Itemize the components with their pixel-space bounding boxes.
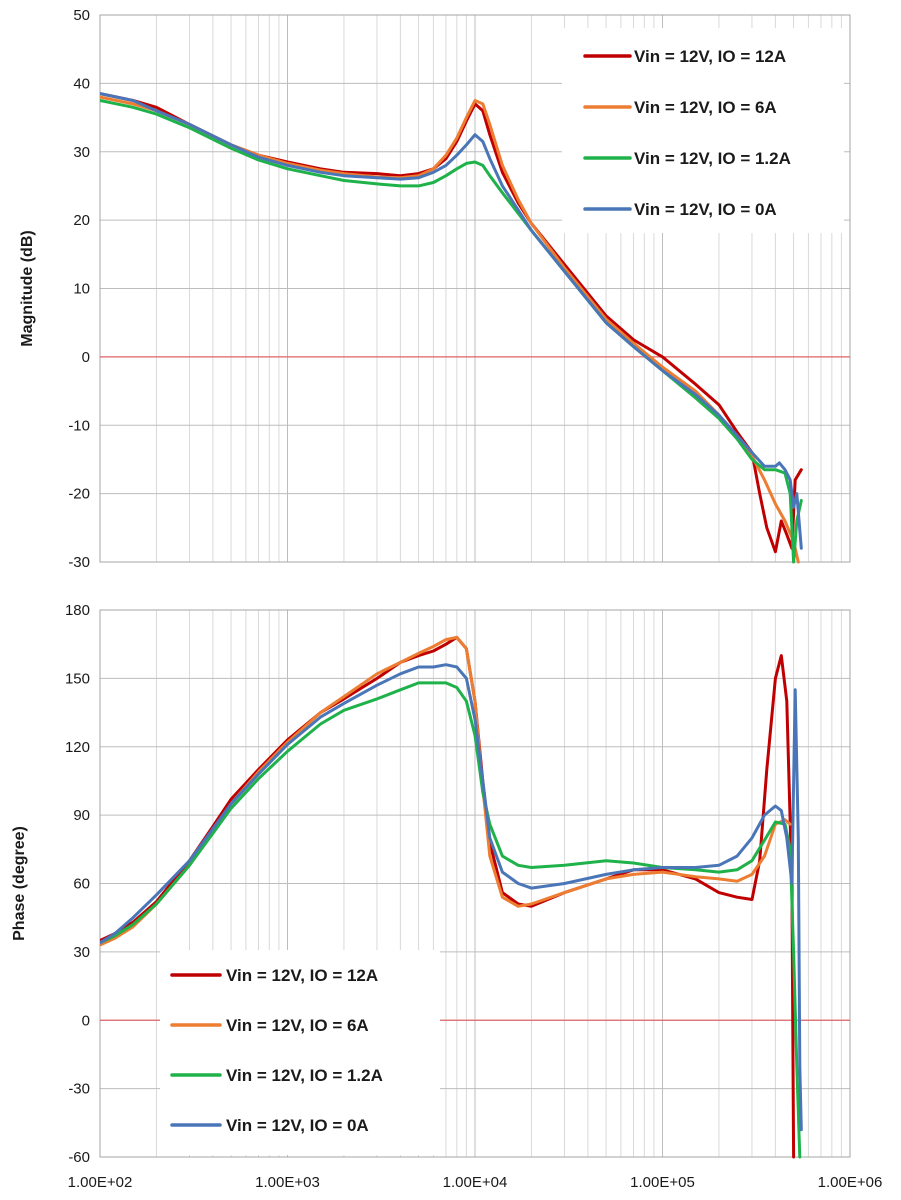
y-tick-label: 60	[73, 876, 90, 893]
legend-label-4: Vin = 12V, IO = 0A	[226, 1116, 369, 1135]
y-tick-label: 10	[73, 281, 90, 298]
x-tick-label: 1.00E+02	[68, 1174, 133, 1191]
y-tick-label: 0	[82, 1012, 90, 1029]
y-tick-label: 150	[65, 670, 90, 687]
legend: Vin = 12V, IO = 12A Vin = 12V, IO = 6A Vin…	[160, 950, 440, 1155]
phase-panel: -60 -30 0 30 60 90 120 150 180 Phase (degree) 1.00…	[11, 602, 882, 1191]
series-line-4	[100, 663, 803, 1132]
y-tick-label: 0	[82, 349, 90, 366]
x-tick-label: 1.00E+03	[255, 1174, 320, 1191]
legend-label-3: Vin = 12V, IO = 1.2A	[634, 149, 791, 168]
plot-frame	[99, 14, 851, 563]
y-tick-label: 50	[73, 7, 90, 24]
series-group	[100, 92, 803, 564]
legend: Vin = 12V, IO = 12A Vin = 12V, IO = 6A Vin…	[562, 28, 844, 233]
y-axis-label: Phase (degree)	[11, 826, 28, 941]
legend-label-2: Vin = 12V, IO = 6A	[226, 1016, 369, 1035]
y-tick-label: 30	[73, 944, 90, 961]
y-tick-label: 20	[73, 212, 90, 229]
series-group	[100, 635, 803, 1159]
legend-label-2: Vin = 12V, IO = 6A	[634, 98, 777, 117]
legend-label-3: Vin = 12V, IO = 1.2A	[226, 1066, 383, 1085]
series-line-3	[100, 99, 803, 564]
y-tick-label: 120	[65, 739, 90, 756]
legend-label-1: Vin = 12V, IO = 12A	[226, 966, 378, 985]
y-tick-label: -10	[68, 417, 90, 434]
y-tick-label: 180	[65, 602, 90, 619]
x-tick-label: 1.00E+05	[630, 1174, 695, 1191]
y-tick-label: -60	[68, 1149, 90, 1166]
y-tick-label: -20	[68, 486, 90, 503]
x-tick-label: 1.00E+04	[443, 1174, 508, 1191]
series-line-4	[100, 92, 803, 550]
y-tick-label: -30	[68, 1081, 90, 1098]
legend-label-4: Vin = 12V, IO = 0A	[634, 200, 777, 219]
legend-background	[160, 950, 440, 1155]
x-tick-label: 1.00E+06	[818, 1174, 883, 1191]
plot-frame	[99, 609, 851, 1158]
y-tick-label: 90	[73, 807, 90, 824]
legend-label-1: Vin = 12V, IO = 12A	[634, 47, 786, 66]
legend-background	[562, 28, 844, 233]
y-tick-label: -30	[68, 554, 90, 571]
y-axis-label: Magnitude (dB)	[19, 230, 36, 346]
magnitude-panel: -30 -20 -10 0 10 20 30 40 50 Magnitude (dB) Vin = …	[19, 7, 851, 571]
y-tick-label: 30	[73, 144, 90, 161]
y-tick-label: 40	[73, 75, 90, 92]
